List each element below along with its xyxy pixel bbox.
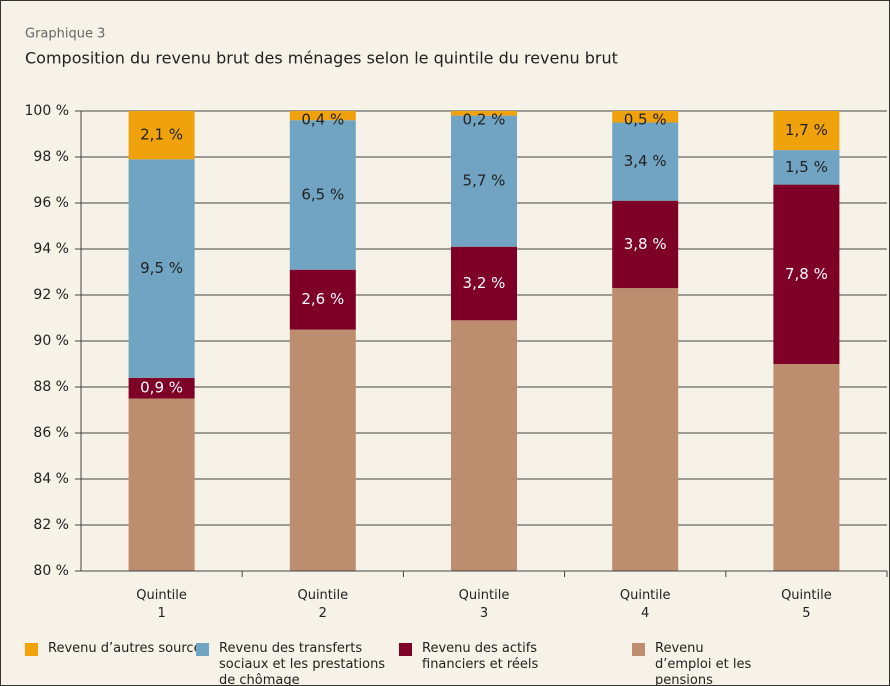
value-label: 0,5 % <box>624 111 667 129</box>
y-tick-label: 88 % <box>33 379 69 395</box>
bar-segment <box>451 111 517 116</box>
bar-segment <box>612 122 679 201</box>
legend-swatch <box>196 643 209 656</box>
legend-label: Revenu d’emploi et les pensions <box>655 641 752 686</box>
y-tick-label: 98 % <box>33 149 69 165</box>
y-tick-label: 94 % <box>33 241 69 257</box>
bar-segment <box>773 184 840 364</box>
bar-segment <box>289 120 356 270</box>
value-label: 2,6 % <box>301 290 344 308</box>
x-tick-label: Quintile 4 <box>620 588 671 621</box>
value-label: 2,1 % <box>140 126 183 144</box>
bar-segment <box>612 200 679 289</box>
value-label: 0,2 % <box>463 111 506 129</box>
legend-item: Revenu des transferts sociaux et les pre… <box>196 641 396 686</box>
y-tick-label: 92 % <box>33 287 69 303</box>
y-tick-label: 86 % <box>33 425 69 441</box>
bar-segment <box>612 288 679 571</box>
bar-segment <box>612 111 679 123</box>
bar-segment <box>773 150 840 185</box>
legend-label: Revenu des transferts sociaux et les pre… <box>219 641 386 686</box>
value-label: 3,2 % <box>463 274 506 292</box>
legend-swatch <box>25 643 38 656</box>
bar-segment <box>289 111 356 121</box>
bar-segment <box>451 115 517 247</box>
value-label: 6,5 % <box>301 185 344 203</box>
legend-swatch <box>399 643 412 656</box>
y-tick-label: 90 % <box>33 333 69 349</box>
value-label: 9,5 % <box>140 259 183 277</box>
legend-item: Revenu d’autres sources <box>25 641 225 657</box>
bar-segment <box>128 159 195 378</box>
legend-item: Revenu d’emploi et les pensions <box>632 641 762 686</box>
value-label: 5,7 % <box>463 172 506 190</box>
bar-segment <box>128 111 195 160</box>
chart-title: Graphique 3 <box>25 27 105 42</box>
legend-swatch <box>632 643 645 656</box>
bar-segment <box>289 329 356 571</box>
legend-label: Revenu d’autres sources <box>48 641 209 656</box>
bar-segment <box>289 269 356 330</box>
y-tick-label: 82 % <box>33 517 69 533</box>
value-label: 0,9 % <box>140 379 183 397</box>
x-tick-label: Quintile 3 <box>459 588 510 621</box>
y-tick-label: 80 % <box>33 563 69 579</box>
bar-segment <box>451 320 517 571</box>
bar-segment <box>128 398 195 571</box>
y-tick-label: 100 % <box>25 103 69 119</box>
y-tick-label: 84 % <box>33 471 69 487</box>
bar-segment <box>773 111 840 151</box>
bar-segment <box>451 246 517 321</box>
value-label: 0,4 % <box>301 111 344 129</box>
bar-segment <box>128 377 195 399</box>
chart-subtitle: Composition du revenu brut des ménages s… <box>25 49 618 68</box>
value-label: 1,5 % <box>785 158 828 176</box>
bar-segment <box>773 364 840 571</box>
value-label: 1,7 % <box>785 121 828 139</box>
x-tick-label: Quintile 1 <box>136 588 187 621</box>
x-tick-label: Quintile 5 <box>781 588 832 621</box>
value-label: 7,8 % <box>785 265 828 283</box>
legend-item: Revenu des actifs financiers et réels <box>399 641 599 673</box>
value-label: 3,4 % <box>624 152 667 170</box>
value-label: 3,8 % <box>624 235 667 253</box>
legend-label: Revenu des actifs financiers et réels <box>422 641 539 672</box>
x-tick-label: Quintile 2 <box>297 588 348 621</box>
y-tick-label: 96 % <box>33 195 69 211</box>
